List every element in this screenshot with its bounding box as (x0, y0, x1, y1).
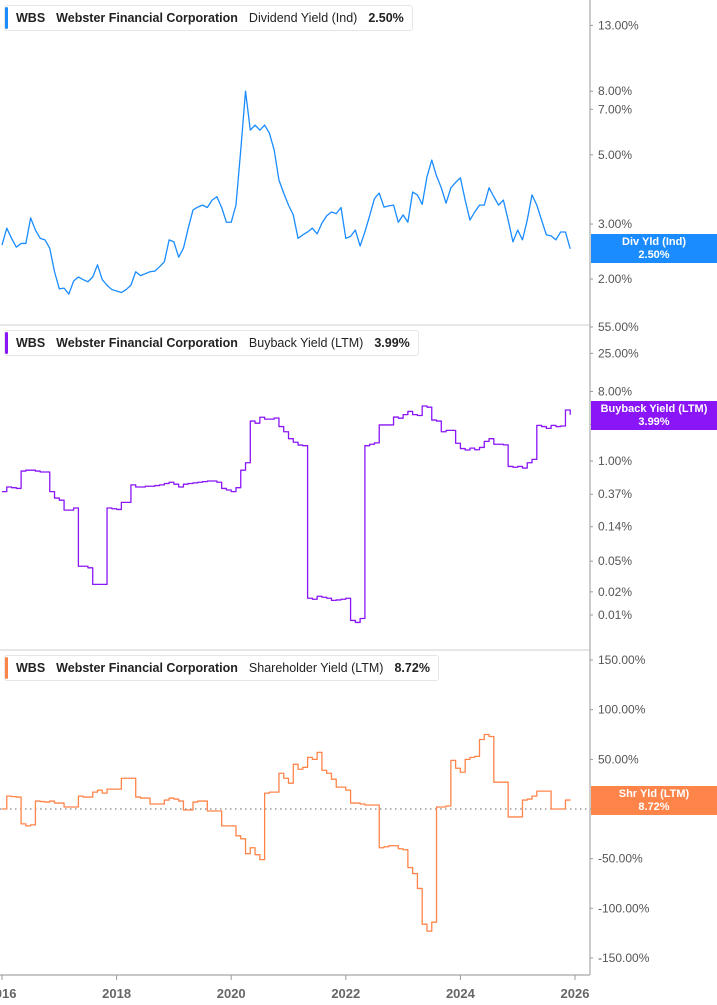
y-tick-label: 8.00% (598, 384, 632, 398)
tag-label: Div Yld (Ind) (622, 236, 686, 248)
legend-buyback-yield: WBS Webster Financial Corporation Buybac… (4, 330, 419, 356)
y-tick-label: 3.00% (598, 217, 632, 231)
y-tick-label: 0.05% (598, 554, 632, 568)
dividend-yield-line (1, 90, 571, 295)
y-tick-label: 13.00% (598, 18, 639, 32)
y-tick-label: 150.00% (598, 653, 646, 667)
y-tick-label: 7.00% (598, 102, 632, 116)
y-tick-label: -50.00% (598, 852, 643, 866)
x-tick-label: 2018 (102, 986, 131, 1001)
y-tick-label: 0.02% (598, 585, 632, 599)
tag-value: 2.50% (638, 249, 670, 261)
y-tick-label: 55.00% (598, 320, 639, 334)
x-tick-label: 2026 (561, 986, 590, 1001)
legend-company: Webster Financial Corporation (56, 661, 238, 675)
last-value-tag-dividend: Div Yld (Ind) 2.50% (591, 234, 717, 263)
y-tick-label: 25.00% (598, 346, 639, 360)
legend-ticker: WBS (16, 336, 46, 350)
y-tick-label: 1.00% (598, 454, 632, 468)
legend-ticker: WBS (16, 661, 46, 675)
tag-label: Buyback Yield (LTM) (600, 403, 708, 415)
legend-value: 8.72% (394, 661, 430, 675)
y-tick-label: 0.37% (598, 487, 632, 501)
legend-metric: Dividend Yield (Ind) (248, 11, 358, 25)
legend-dividend-yield: WBS Webster Financial Corporation Divide… (4, 5, 413, 31)
legend-value: 2.50% (368, 11, 404, 25)
series-color-marker (5, 657, 8, 679)
legend-company: Webster Financial Corporation (56, 11, 238, 25)
y-tick-label: 5.00% (598, 148, 632, 162)
x-tick-label: 2016 (0, 986, 16, 1001)
tag-value: 3.99% (638, 416, 670, 428)
x-tick-label: 2020 (217, 986, 246, 1001)
y-tick-label: 0.01% (598, 608, 632, 622)
y-tick-label: -150.00% (598, 951, 650, 965)
tag-value: 8.72% (638, 801, 670, 813)
y-tick-label: 100.00% (598, 703, 646, 717)
shareholder-yield-line (2, 733, 571, 932)
y-tick-label: -100.00% (598, 901, 650, 915)
legend-metric: Shareholder Yield (LTM) (248, 661, 384, 675)
last-value-tag-buyback: Buyback Yield (LTM) 3.99% (591, 401, 717, 430)
tag-label: Shr Yld (LTM) (618, 788, 690, 800)
y-tick-label: 0.14% (598, 520, 632, 534)
y-tick-label: 50.00% (598, 752, 639, 766)
x-tick-label: 2022 (331, 986, 360, 1001)
legend-shareholder-yield: WBS Webster Financial Corporation Shareh… (4, 655, 439, 681)
legend-ticker: WBS (16, 11, 46, 25)
y-tick-label: 2.00% (598, 272, 632, 286)
series-color-marker (5, 332, 8, 354)
x-tick-label: 2024 (446, 986, 476, 1001)
buyback-yield-line (2, 405, 571, 624)
legend-value: 3.99% (374, 336, 410, 350)
last-value-tag-shareholder: Shr Yld (LTM) 8.72% (591, 786, 717, 815)
y-tick-label: 8.00% (598, 84, 632, 98)
legend-metric: Buyback Yield (LTM) (248, 336, 364, 350)
legend-company: Webster Financial Corporation (56, 336, 238, 350)
series-color-marker (5, 7, 8, 29)
